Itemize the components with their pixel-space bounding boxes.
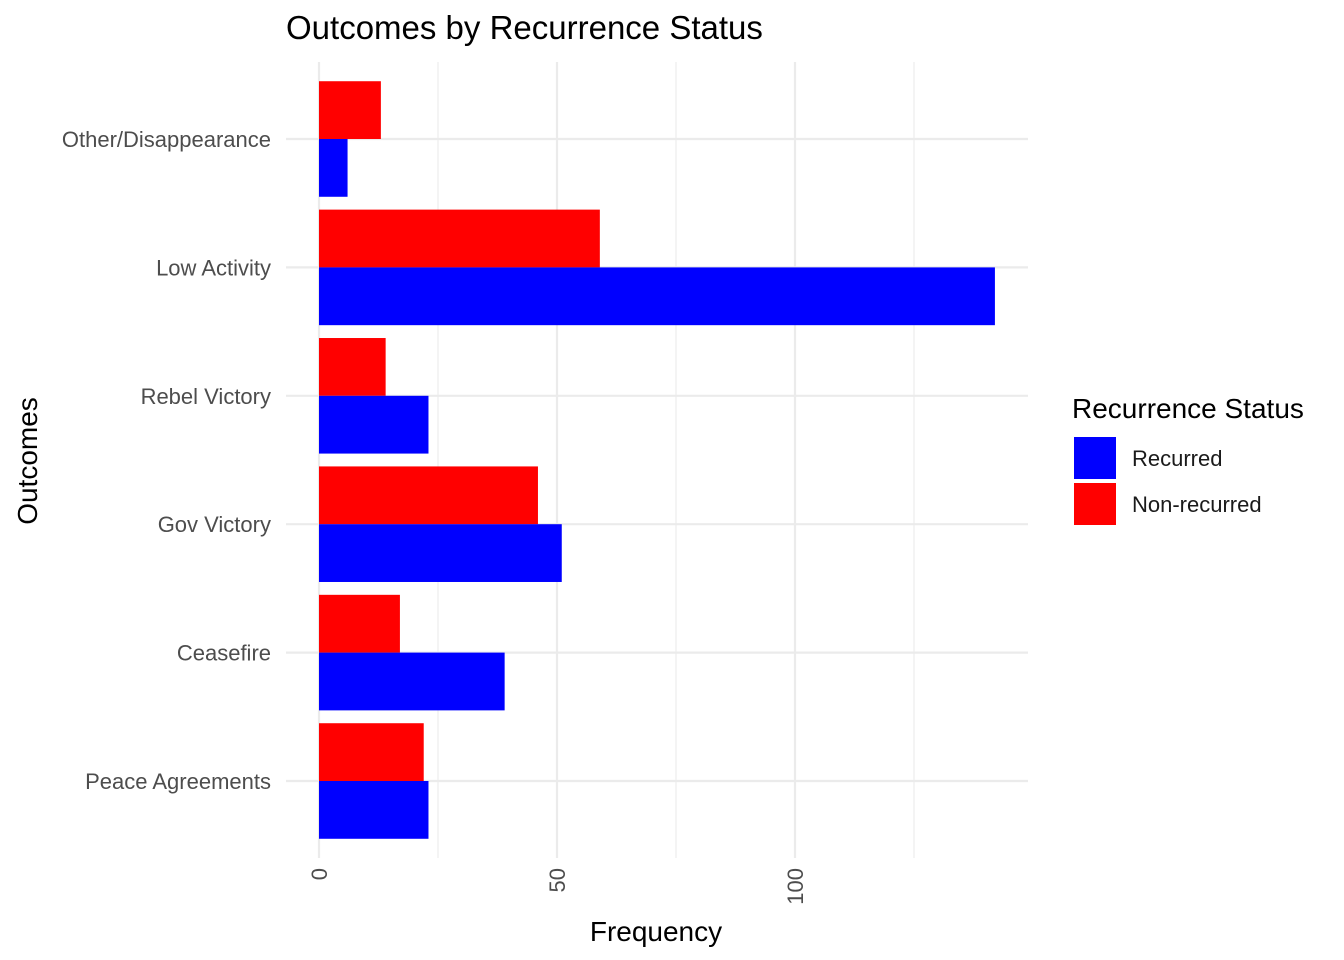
legend-title: Recurrence Status [1072, 393, 1304, 424]
legend-label: Recurred [1132, 446, 1222, 471]
legend-swatch [1074, 483, 1116, 525]
x-tick-label: 50 [545, 868, 570, 892]
x-tick-label: 100 [783, 868, 808, 905]
x-axis-tick-labels: 0 50 100 [307, 868, 808, 905]
y-tick-label: Rebel Victory [141, 384, 271, 409]
y-tick-label: Gov Victory [158, 512, 271, 537]
y-tick-label: Peace Agreements [85, 769, 271, 794]
bar-non-recurred [319, 466, 538, 525]
bars [319, 81, 995, 839]
legend: Recurrence Status Recurred Non-recurred [1072, 393, 1304, 525]
y-axis-tick-labels: Peace Agreements Ceasefire Gov Victory Rebe… [62, 127, 271, 794]
x-axis-title: Frequency [590, 916, 722, 947]
legend-label: Non-recurred [1132, 492, 1262, 517]
x-tick-label: 0 [307, 868, 332, 880]
bar-recurred [319, 781, 429, 839]
bar-non-recurred [319, 209, 600, 268]
y-axis-title: Outcomes [12, 397, 43, 525]
bar-non-recurred [319, 338, 386, 396]
bar-non-recurred [319, 81, 381, 139]
bar-recurred [319, 395, 429, 454]
y-tick-label: Other/Disappearance [62, 127, 271, 152]
bar-recurred [319, 652, 505, 711]
bar-recurred [319, 524, 562, 582]
y-tick-label: Low Activity [156, 255, 271, 280]
bar-non-recurred [319, 594, 400, 653]
bar-non-recurred [319, 723, 424, 781]
y-tick-label: Ceasefire [177, 641, 271, 666]
legend-swatch [1074, 437, 1116, 479]
chart-title: Outcomes by Recurrence Status [286, 9, 763, 46]
bar-recurred [319, 267, 995, 326]
bar-recurred [319, 139, 348, 197]
